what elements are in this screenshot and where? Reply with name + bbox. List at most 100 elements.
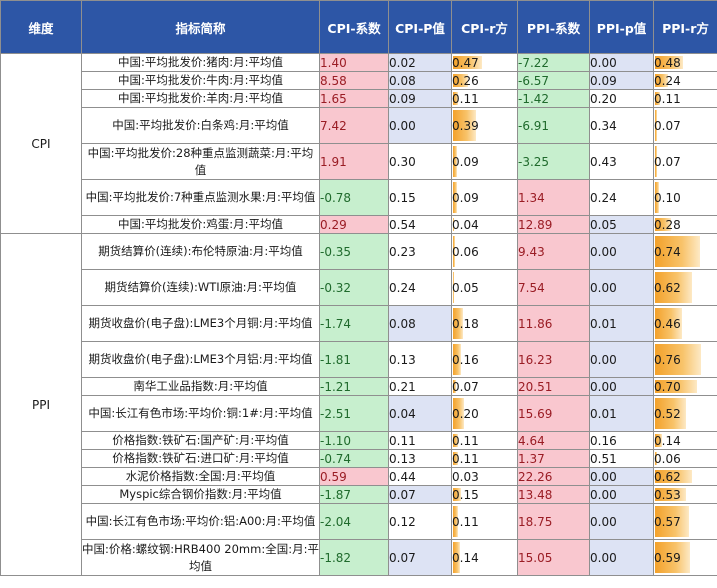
cell-value: -0.78	[320, 190, 352, 205]
cpi-coef-cell: 1.91	[319, 143, 389, 180]
cpi-p-cell: 0.08	[388, 71, 452, 90]
indicator-name: 价格指数:铁矿石:国产矿:月:平均值	[81, 431, 320, 450]
ppi-coef-cell: 4.64	[517, 431, 590, 450]
cell-value: -0.35	[320, 244, 352, 259]
cell-value: 0.30	[389, 154, 416, 169]
ppi-coef-cell: -7.22	[517, 53, 590, 72]
cell-value: 0.51	[590, 451, 617, 466]
ppi-coef-cell: 18.75	[517, 503, 590, 540]
cell-value: 0.24	[590, 190, 617, 205]
cell-value: 0.52	[654, 406, 681, 421]
table-row: 中国:平均批发价:鸡蛋:月:平均值 0.29 0.54 0.04 12.89 0.05 0.…	[1, 215, 717, 234]
r-squared-bar	[655, 506, 689, 537]
header-ppi-p: PPI-p值	[589, 0, 654, 54]
table-row: PPI 期货结算价(连续):布伦特原油:月:平均值 -0.35 0.23 0.06 9.4…	[0, 233, 717, 576]
ppi-p-cell: 0.09	[589, 71, 654, 90]
cpi-coef-cell: -0.35	[319, 233, 389, 270]
table-row: CPI 中国:平均批发价:猪肉:月:平均值 1.40 0.02 0.47 -7.22 0.0…	[0, 53, 717, 234]
cell-value: 0.01	[590, 406, 617, 421]
cell-value: -2.51	[320, 406, 352, 421]
r-squared-bar	[655, 488, 687, 501]
cell-value: 1.40	[320, 55, 347, 70]
cell-value: 0.26	[452, 73, 479, 88]
cell-value: 0.53	[654, 487, 681, 502]
cell-value: 18.75	[518, 514, 553, 529]
cpi-r2-cell: 0.04	[451, 215, 518, 234]
cell-value: 0.76	[654, 352, 681, 367]
ppi-p-cell: 0.00	[589, 485, 654, 504]
ppi-coef-cell: 13.48	[517, 485, 590, 504]
cpi-p-cell: 0.15	[388, 179, 452, 216]
r-squared-bar	[453, 506, 459, 537]
ppi-p-cell: 0.51	[589, 449, 654, 468]
cell-value: 0.11	[452, 433, 479, 448]
cpi-p-cell: 0.30	[388, 143, 452, 180]
cpi-p-cell: 0.09	[388, 89, 452, 108]
ppi-r2-cell: 0.62	[653, 269, 717, 306]
cell-value: 0.11	[452, 514, 479, 529]
cell-value: 0.00	[590, 244, 617, 259]
header-row: 维度 指标简称 CPI-系数 CPI-P值 CPI-r方 PPI-系数 PPI-…	[0, 0, 717, 54]
cell-value: 0.07	[654, 118, 681, 133]
table-row: 期货结算价(连续):WTI原油:月:平均值 -0.32 0.24 0.05 7.54 0.…	[1, 269, 717, 306]
ppi-coef-cell: 20.51	[517, 377, 590, 396]
cpi-r2-cell: 0.07	[451, 377, 518, 396]
ppi-r2-cell: 0.57	[653, 503, 717, 540]
cell-value: -1.87	[320, 487, 352, 502]
cell-value: 1.91	[320, 154, 347, 169]
cell-value: 0.47	[452, 55, 479, 70]
r-squared-bar	[453, 182, 457, 213]
cell-value: 0.09	[452, 154, 479, 169]
ppi-r2-cell: 0.24	[653, 71, 717, 90]
indicator-name: 中国:平均批发价:羊肉:月:平均值	[81, 89, 320, 108]
ppi-coef-cell: 11.86	[517, 305, 590, 342]
ppi-r2-cell: 0.48	[653, 53, 717, 72]
table-row: 中国:平均批发价:白条鸡:月:平均值 7.42 0.00 0.39 -6.91 0.34 0…	[1, 107, 717, 144]
cell-value: 0.00	[590, 469, 617, 484]
indicator-name: 期货收盘价(电子盘):LME3个月铜:月:平均值	[81, 305, 320, 342]
cell-value: 0.16	[452, 352, 479, 367]
ppi-r2-cell: 0.59	[653, 539, 717, 576]
cpi-p-cell: 0.11	[388, 431, 452, 450]
indicator-name: 中国:平均批发价:28种重点监测蔬菜:月:平均值	[81, 143, 320, 180]
cpi-coef-cell: -1.82	[319, 539, 389, 576]
cpi-r2-cell: 0.15	[451, 485, 518, 504]
cell-value: 0.16	[590, 433, 617, 448]
cpi-r2-cell: 0.14	[451, 539, 518, 576]
cell-value: 0.24	[654, 73, 681, 88]
r-squared-bar	[655, 218, 671, 231]
indicator-name: 期货结算价(连续):WTI原油:月:平均值	[81, 269, 320, 306]
cell-value: 0.18	[452, 316, 479, 331]
cell-value: 1.65	[320, 91, 347, 106]
table-row: 中国:平均批发价:28种重点监测蔬菜:月:平均值 1.91 0.30 0.09 -3.2…	[1, 143, 717, 180]
cell-value: 1.37	[518, 451, 545, 466]
ppi-r2-cell: 0.28	[653, 215, 717, 234]
dimension-cell: CPI	[0, 53, 82, 234]
cpi-coef-cell: -0.74	[319, 449, 389, 468]
r-squared-bar	[453, 308, 463, 339]
cell-value: 0.03	[452, 469, 479, 484]
cpi-r2-cell: 0.09	[451, 143, 518, 180]
cell-value: 15.05	[518, 550, 553, 565]
cpi-r2-cell: 0.06	[451, 233, 518, 270]
table-row: 中国:平均批发价:7种重点监测水果:月:平均值 -0.78 0.15 0.09 1.34…	[1, 179, 717, 216]
cell-value: 0.13	[389, 352, 416, 367]
r-squared-bar	[655, 272, 693, 303]
table-row: 中国:长江有色市场:平均价:铝:A00:月:平均值 -2.04 0.12 0.11 18…	[1, 503, 717, 540]
cell-value: -1.10	[320, 433, 352, 448]
cell-value: 0.21	[389, 379, 416, 394]
header-name: 指标简称	[81, 0, 320, 54]
cell-value: 7.42	[320, 118, 347, 133]
cpi-coef-cell: -1.21	[319, 377, 389, 396]
r-squared-bar	[453, 146, 457, 177]
cell-value: 0.43	[590, 154, 617, 169]
ppi-p-cell: 0.01	[589, 305, 654, 342]
indicator-name: 中国:平均批发价:牛肉:月:平均值	[81, 71, 320, 90]
ppi-r2-cell: 0.62	[653, 467, 717, 486]
regression-table: 维度 指标简称 CPI-系数 CPI-P值 CPI-r方 PPI-系数 PPI-…	[0, 0, 717, 576]
cell-value: 0.15	[389, 190, 416, 205]
cell-value: -0.32	[320, 280, 352, 295]
cell-value: 0.54	[389, 217, 416, 232]
cell-value: 0.00	[590, 379, 617, 394]
cell-value: 0.00	[590, 514, 617, 529]
